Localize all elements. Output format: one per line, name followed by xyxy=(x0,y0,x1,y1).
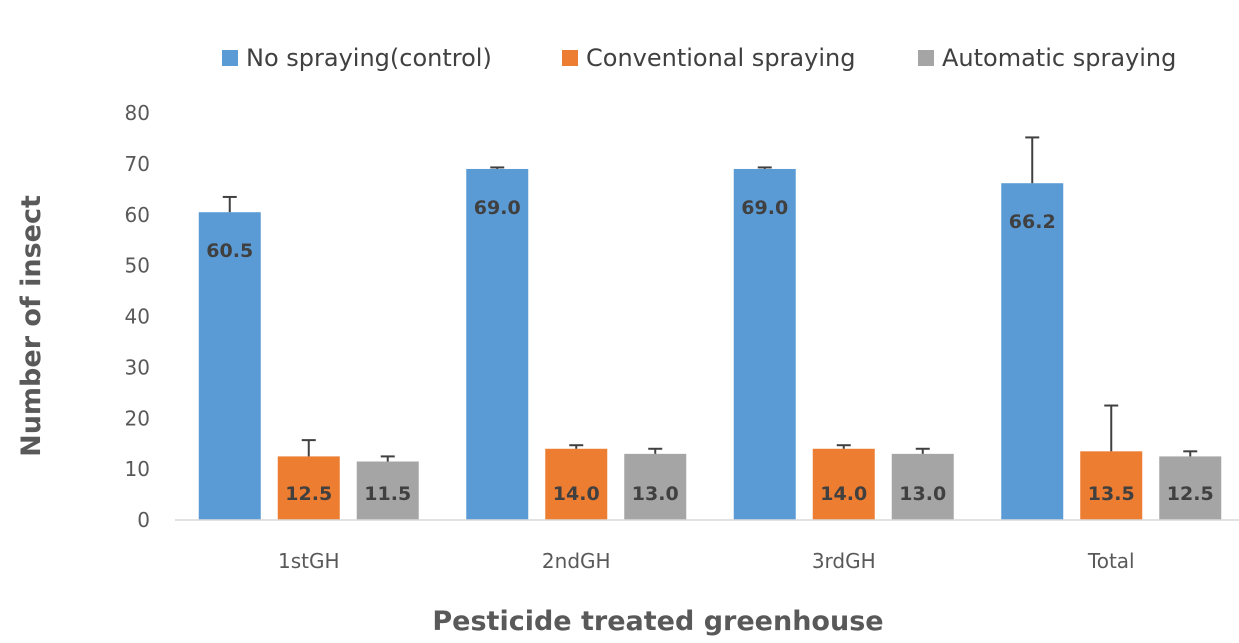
data-label: 13.0 xyxy=(899,483,946,505)
y-tick-label: 60 xyxy=(125,203,150,227)
bar xyxy=(356,461,419,520)
y-tick-label: 50 xyxy=(125,254,150,278)
y-tick-label: 0 xyxy=(137,508,150,532)
bar xyxy=(733,168,796,520)
data-label: 14.0 xyxy=(820,483,867,505)
bars: 60.5 12.5 11.5 69.0 14.0 13.0 69.0 14.0 13.0 66.2… xyxy=(198,136,1222,521)
legend-swatch xyxy=(918,50,934,66)
data-label: 13.0 xyxy=(632,483,679,505)
x-axis-title: Pesticide treated greenhouse xyxy=(432,606,883,637)
legend-swatch xyxy=(222,50,238,66)
legend-label: Automatic spraying xyxy=(942,44,1176,72)
y-tick-label: 40 xyxy=(125,305,150,329)
y-axis-ticks: 0 10 20 30 40 50 60 70 80 xyxy=(125,101,150,532)
bar xyxy=(891,453,954,520)
data-label: 12.5 xyxy=(1167,483,1214,505)
y-tick-label: 80 xyxy=(125,101,150,125)
x-tick-label: 3rdGH xyxy=(812,549,876,573)
data-label: 69.0 xyxy=(741,197,788,219)
legend-item: Conventional spraying xyxy=(562,44,855,72)
data-label: 60.5 xyxy=(206,240,253,262)
data-label: 13.5 xyxy=(1088,483,1135,505)
data-label: 69.0 xyxy=(474,197,521,219)
legend: No spraying(control) Conventional sprayin… xyxy=(222,44,1176,72)
data-label: 12.5 xyxy=(285,483,332,505)
y-tick-label: 20 xyxy=(125,406,150,430)
bar xyxy=(1080,451,1143,520)
y-tick-label: 70 xyxy=(125,152,150,176)
bar xyxy=(624,453,687,520)
bar xyxy=(1001,183,1064,520)
x-tick-label: 1stGH xyxy=(278,549,340,573)
legend-item: No spraying(control) xyxy=(222,44,492,72)
x-tick-label: 2ndGH xyxy=(542,549,611,573)
x-axis-ticks: 1stGH 2ndGH 3rdGH Total xyxy=(278,549,1135,573)
bar xyxy=(466,168,529,520)
y-tick-label: 10 xyxy=(125,457,150,481)
legend-item: Automatic spraying xyxy=(918,44,1176,72)
bar xyxy=(1159,456,1222,520)
bar xyxy=(198,212,261,521)
legend-swatch xyxy=(562,50,578,66)
legend-label: Conventional spraying xyxy=(586,44,855,72)
data-label: 11.5 xyxy=(364,483,411,505)
y-tick-label: 30 xyxy=(125,355,150,379)
bar xyxy=(277,456,340,520)
x-tick-label: Total xyxy=(1087,549,1135,573)
data-label: 14.0 xyxy=(553,483,600,505)
bar xyxy=(812,448,875,520)
bar xyxy=(545,448,608,520)
data-label: 66.2 xyxy=(1009,211,1056,233)
y-axis-title: Number of insect xyxy=(16,195,47,457)
legend-label: No spraying(control) xyxy=(246,44,492,72)
